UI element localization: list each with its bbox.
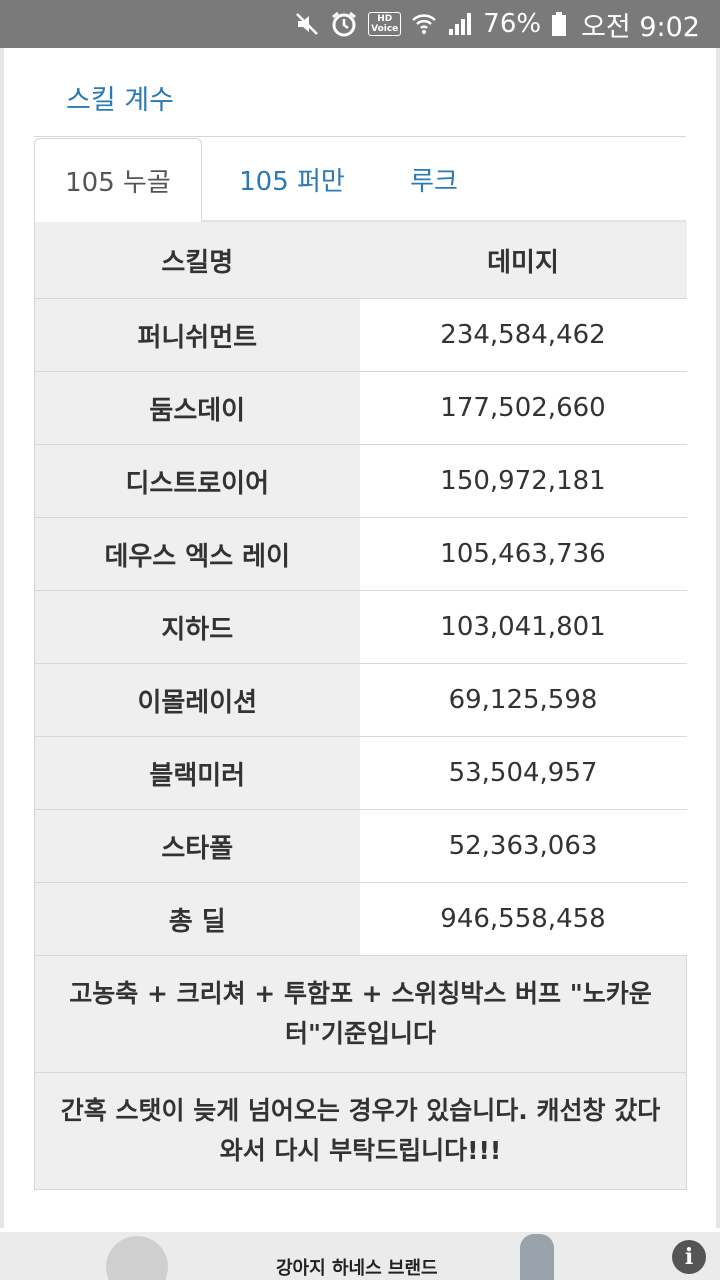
table-row: 스타폴 52,363,063 <box>34 809 687 883</box>
table-row-total: 총 딜 946,558,458 <box>34 882 687 956</box>
skill-damage: 53,504,957 <box>359 736 687 810</box>
tab-rook[interactable]: 루크 <box>410 166 458 197</box>
table-row: 디스트로이어 150,972,181 <box>34 444 687 518</box>
header-damage: 데미지 <box>359 222 687 299</box>
page-content: 스킬 계수 105 누골 105 퍼만 루크 스킬명 데미지 퍼니쉬먼트 234… <box>0 48 720 1280</box>
signal-icon <box>447 11 473 37</box>
tab-105-perman[interactable]: 105 퍼만 <box>239 166 345 197</box>
skill-damage: 177,502,660 <box>359 371 687 445</box>
skill-damage: 150,972,181 <box>359 444 687 518</box>
skill-name: 이몰레이션 <box>34 663 360 737</box>
header-skill-name: 스킬명 <box>34 222 360 299</box>
skill-damage: 105,463,736 <box>359 517 687 591</box>
note-row: 간혹 스탯이 늦게 넘어오는 경우가 있습니다. 캐선창 갔다와서 다시 부탁드… <box>34 1072 687 1190</box>
skill-name: 블랙미러 <box>34 736 360 810</box>
tab-bar: 105 누골 105 퍼만 루크 <box>34 138 686 222</box>
skill-damage: 69,125,598 <box>359 663 687 737</box>
divider <box>34 136 686 137</box>
skill-damage: 103,041,801 <box>359 590 687 664</box>
skill-damage: 52,363,063 <box>359 809 687 883</box>
ad-text: 강아지 하네스 브랜드 <box>276 1258 438 1279</box>
ad-info-icon[interactable]: i <box>672 1240 706 1274</box>
buff-note: 고농축 + 크리쳐 + 투함포 + 스위칭박스 버프 "노카운터"기준입니다 <box>34 955 687 1073</box>
table-row: 퍼니쉬먼트 234,584,462 <box>34 298 687 372</box>
skill-name: 디스트로이어 <box>34 444 360 518</box>
skill-name: 스타폴 <box>34 809 360 883</box>
voice-label: Voice <box>371 24 399 34</box>
skill-name: 퍼니쉬먼트 <box>34 298 360 372</box>
skill-name: 지하드 <box>34 590 360 664</box>
table-row: 둠스데이 177,502,660 <box>34 371 687 445</box>
skill-name: 둠스데이 <box>34 371 360 445</box>
total-label: 총 딜 <box>34 882 360 956</box>
wifi-icon <box>411 11 437 37</box>
clock: 오전 9:02 <box>581 11 700 43</box>
page-edge-left <box>0 48 4 1228</box>
ad-dog-image <box>106 1236 168 1280</box>
page-edge-right <box>716 48 720 1228</box>
section-title[interactable]: 스킬 계수 <box>66 85 174 116</box>
alarm-icon <box>330 10 358 38</box>
mute-icon <box>294 11 320 37</box>
tab-105-nugol[interactable]: 105 누골 <box>34 138 202 222</box>
total-damage: 946,558,458 <box>359 882 687 956</box>
table-row: 지하드 103,041,801 <box>34 590 687 664</box>
status-bar: HD Voice 76% 오전 9:02 <box>0 0 720 48</box>
stat-delay-note: 간혹 스탯이 늦게 넘어오는 경우가 있습니다. 캐선창 갔다와서 다시 부탁드… <box>34 1072 687 1190</box>
tab-underline <box>202 220 686 222</box>
table-header-row: 스킬명 데미지 <box>34 222 687 299</box>
table-row: 이몰레이션 69,125,598 <box>34 663 687 737</box>
battery-icon <box>551 11 567 37</box>
table-row: 데우스 엑스 레이 105,463,736 <box>34 517 687 591</box>
ad-pet-image <box>520 1234 554 1280</box>
skill-name: 데우스 엑스 레이 <box>34 517 360 591</box>
skill-damage: 234,584,462 <box>359 298 687 372</box>
note-row: 고농축 + 크리쳐 + 투함포 + 스위칭박스 버프 "노카운터"기준입니다 <box>34 955 687 1073</box>
damage-table: 스킬명 데미지 퍼니쉬먼트 234,584,462 둠스데이 177,502,6… <box>34 222 687 1190</box>
battery-percent: 76% <box>483 9 542 39</box>
table-row: 블랙미러 53,504,957 <box>34 736 687 810</box>
hd-label: HD <box>377 14 393 24</box>
hd-voice-icon: HD Voice <box>368 12 402 36</box>
ad-banner[interactable]: 강아지 하네스 브랜드 i <box>0 1232 720 1280</box>
